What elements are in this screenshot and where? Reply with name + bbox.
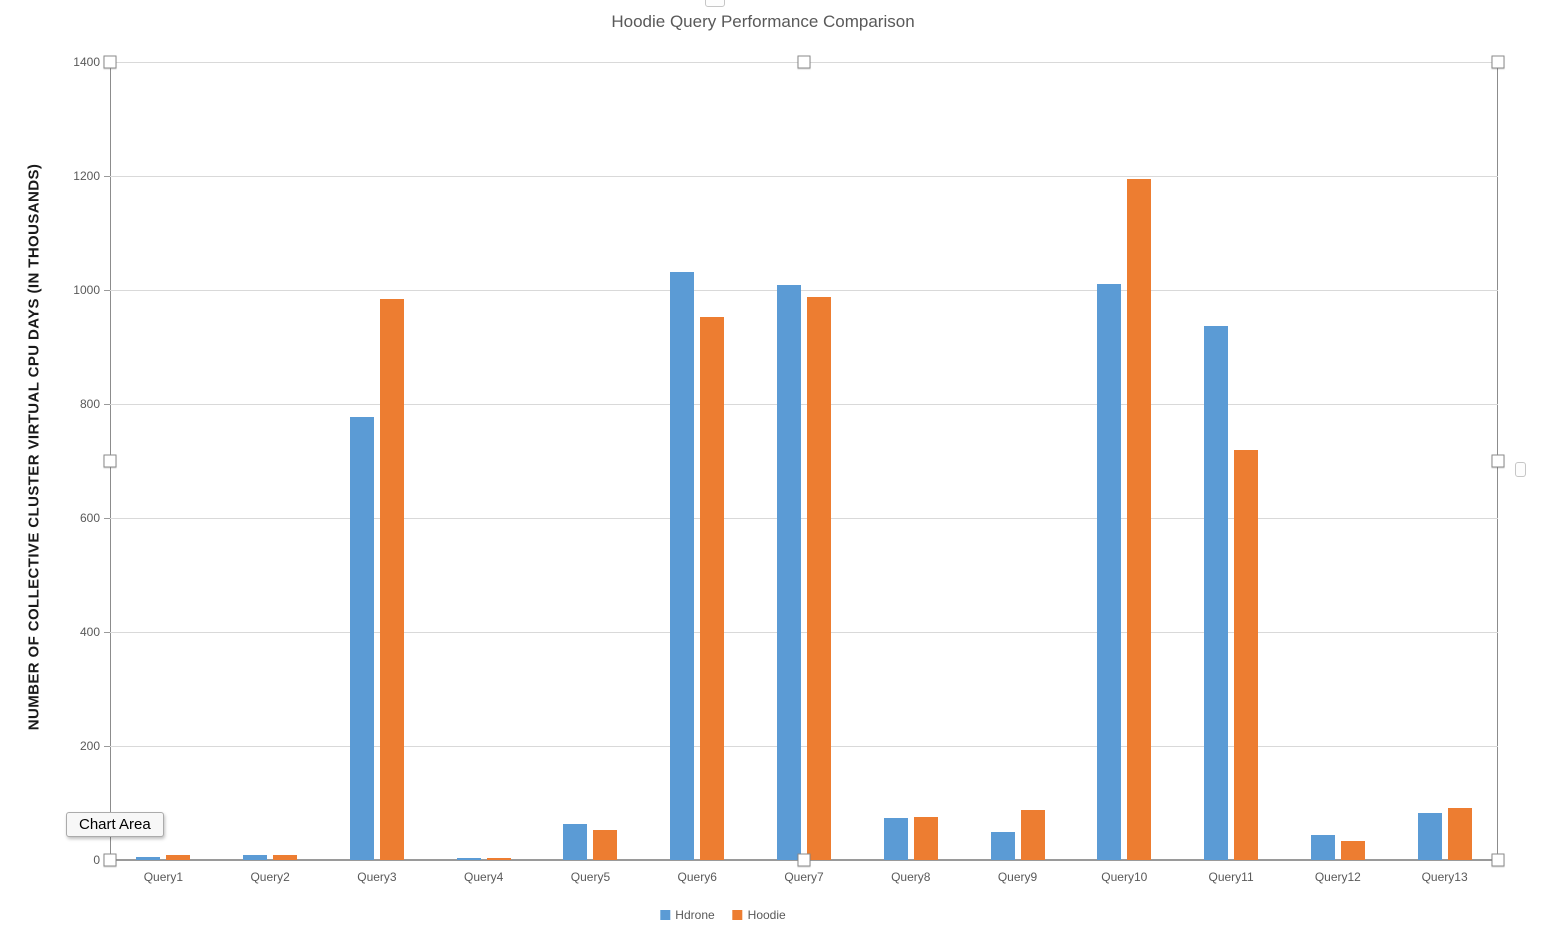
chart-selection-handle-top[interactable] <box>705 0 725 7</box>
y-tick-label-400: 400 <box>79 625 100 639</box>
y-tick-label-1000: 1000 <box>73 283 100 297</box>
x-cat-label-query11[interactable]: Query11 <box>1208 870 1254 884</box>
bar-hdrone-query3[interactable] <box>349 416 374 860</box>
x-cat-label-query5[interactable]: Query5 <box>570 870 611 884</box>
legend-label-hdrone: Hdrone <box>675 908 715 922</box>
bar-hdrone-query1[interactable] <box>136 857 161 860</box>
bar-hoodie-query2[interactable] <box>273 855 298 860</box>
x-cat-label-query13[interactable]: Query13 <box>1421 870 1468 884</box>
x-cat-label-query4[interactable]: Query4 <box>464 870 504 884</box>
x-cat-label-query10[interactable]: Query10 <box>1101 870 1148 884</box>
bar-hdrone-query9[interactable] <box>990 831 1015 860</box>
chart-selection-handle-right[interactable] <box>1515 462 1526 477</box>
bar-hoodie-query6[interactable] <box>700 317 725 860</box>
legend-item-hoodie[interactable]: Hoodie <box>732 908 786 922</box>
y-axis-title[interactable]: NUMBER OF COLLECTIVE CLUSTER VIRTUAL CPU… <box>25 163 43 731</box>
bar-hoodie-query4[interactable] <box>486 857 511 860</box>
plot-selection-handle-middle-left[interactable] <box>103 454 117 468</box>
y-tick-label-800: 800 <box>79 397 100 411</box>
plot-selection-handle-middle-right[interactable] <box>1491 454 1505 468</box>
gridline-400 <box>110 632 1498 633</box>
bar-hdrone-query12[interactable] <box>1310 835 1335 860</box>
bar-hdrone-query5[interactable] <box>563 823 588 860</box>
x-cat-label-query8[interactable]: Query8 <box>891 870 931 884</box>
legend-swatch-hdrone <box>660 910 671 920</box>
bar-hdrone-query6[interactable] <box>670 271 695 860</box>
gridline-1200 <box>110 176 1498 177</box>
y-tick-label-1400: 1400 <box>73 55 100 69</box>
y-tick-mark-400 <box>104 632 110 633</box>
x-cat-label-query12[interactable]: Query12 <box>1314 870 1361 884</box>
bar-hdrone-query13[interactable] <box>1417 813 1442 860</box>
x-cat-label-query6[interactable]: Query6 <box>677 870 717 884</box>
gridline-600 <box>110 518 1498 519</box>
bar-hoodie-query10[interactable] <box>1127 178 1152 860</box>
x-cat-label-query1[interactable]: Query1 <box>143 870 184 884</box>
gridline-800 <box>110 404 1498 405</box>
y-tick-label-200: 200 <box>79 739 100 753</box>
gridline-200 <box>110 746 1498 747</box>
bar-hdrone-query7[interactable] <box>777 285 801 860</box>
plot-selection-handle-bottom-right[interactable] <box>1491 853 1505 867</box>
plot-selection-handle-top-right[interactable] <box>1491 55 1505 69</box>
x-cat-label-query2[interactable]: Query2 <box>250 870 290 884</box>
plot-selection-handle-top-left[interactable] <box>103 55 117 69</box>
y-tick-mark-600 <box>104 518 110 519</box>
legend-item-hdrone[interactable]: Hdrone <box>660 908 715 922</box>
plot-selection-handle-bottom-left[interactable] <box>103 853 117 867</box>
y-tick-mark-1200 <box>104 176 110 177</box>
y-tick-label-1200: 1200 <box>73 169 100 183</box>
bar-hoodie-query11[interactable] <box>1234 449 1259 860</box>
y-tick-mark-1000 <box>104 290 110 291</box>
bar-hdrone-query11[interactable] <box>1204 326 1229 860</box>
bar-hdrone-query10[interactable] <box>1097 284 1122 860</box>
y-tick-label-0: 0 <box>93 853 100 867</box>
gridline-1000 <box>110 290 1498 291</box>
bar-hdrone-query4[interactable] <box>456 857 481 860</box>
bar-hoodie-query8[interactable] <box>913 817 938 860</box>
plot-selection-handle-top-middle[interactable] <box>797 55 811 69</box>
legend-swatch-hoodie <box>732 910 743 920</box>
y-tick-label-600: 600 <box>79 511 100 525</box>
legend-label-hoodie: Hoodie <box>747 908 786 922</box>
bar-hoodie-query1[interactable] <box>166 854 191 860</box>
plot-selection-handle-bottom-middle[interactable] <box>797 853 811 867</box>
bar-hdrone-query8[interactable] <box>883 817 908 860</box>
chart-area-tooltip: Chart Area <box>66 812 164 837</box>
plot-area[interactable] <box>110 62 1498 860</box>
bar-hoodie-query13[interactable] <box>1447 808 1472 860</box>
chart-title[interactable]: Hoodie Query Performance Comparison <box>611 12 915 31</box>
y-tick-mark-800 <box>104 404 110 405</box>
bar-hoodie-query12[interactable] <box>1340 840 1365 860</box>
y-tick-mark-200 <box>104 746 110 747</box>
bar-hoodie-query7[interactable] <box>807 297 831 860</box>
bar-hoodie-query3[interactable] <box>379 298 404 860</box>
x-cat-label-query7[interactable]: Query7 <box>784 870 824 884</box>
legend[interactable]: Hdrone Hoodie <box>660 908 786 922</box>
x-cat-label-query3[interactable]: Query3 <box>357 870 397 884</box>
bar-hoodie-query5[interactable] <box>593 830 618 860</box>
bar-hoodie-query9[interactable] <box>1020 809 1045 860</box>
bar-hdrone-query2[interactable] <box>243 855 268 860</box>
x-cat-label-query9[interactable]: Query9 <box>997 870 1038 884</box>
